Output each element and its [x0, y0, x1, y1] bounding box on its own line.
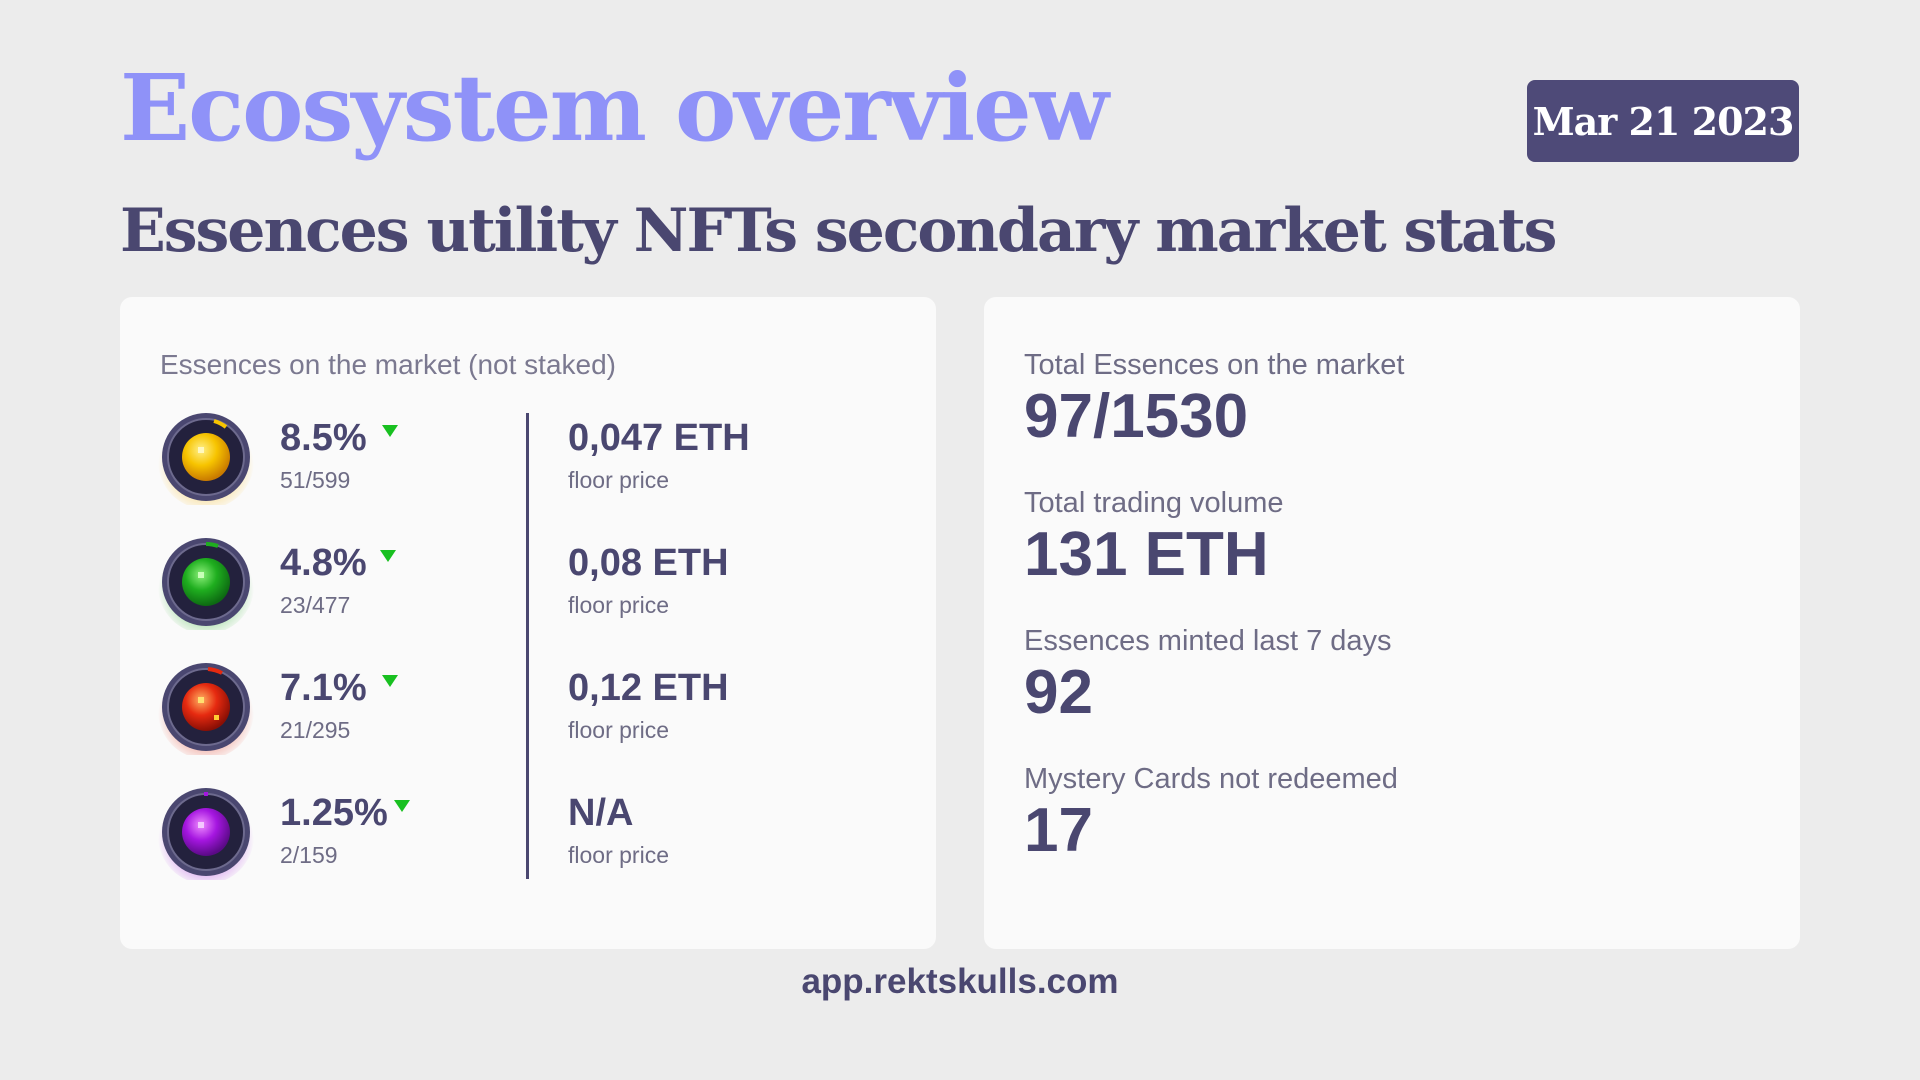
red-essence-icon — [158, 663, 254, 755]
purple-essence-icon — [158, 788, 254, 880]
stat-label: Total Essences on the market — [1024, 349, 1405, 381]
essence-row-purple: 1.25% 2/159 N/A floor price — [158, 784, 898, 884]
green-essence-icon — [158, 538, 254, 630]
stat-label: Total trading volume — [1024, 487, 1284, 519]
stat-value: 92 — [1024, 658, 1093, 727]
stat-trading-volume: Total trading volume 131 ETH — [1024, 487, 1284, 587]
essence-percent: 8.5% — [280, 417, 367, 459]
essence-percent: 1.25% — [280, 792, 388, 834]
essence-count: 21/295 — [280, 717, 351, 743]
essence-count: 23/477 — [280, 592, 351, 618]
page-subtitle: Essences utility NFTs secondary market s… — [120, 196, 1557, 266]
essence-row-green: 4.8% 23/477 0,08 ETH floor price — [158, 534, 898, 634]
essence-row-yellow: 8.5% 51/599 0,047 ETH floor price — [158, 409, 898, 509]
yellow-essence-icon — [158, 413, 254, 505]
floor-price-value: 0,08 ETH — [568, 542, 729, 584]
stat-value: 97/1530 — [1024, 382, 1249, 451]
floor-price-label: floor price — [568, 467, 669, 493]
totals-card: Total Essences on the market 97/1530 Tot… — [984, 297, 1800, 949]
stat-minted-last-7-days: Essences minted last 7 days 92 — [1024, 625, 1392, 725]
stat-value: 17 — [1024, 796, 1093, 865]
trend-down-icon — [382, 425, 398, 437]
date-badge: Mar 21 2023 — [1527, 80, 1799, 162]
floor-price-label: floor price — [568, 592, 669, 618]
floor-price-value: 0,047 ETH — [568, 417, 750, 459]
trend-down-icon — [382, 675, 398, 687]
trend-down-icon — [380, 550, 396, 562]
essence-row-red: 7.1% 21/295 0,12 ETH floor price — [158, 659, 898, 759]
floor-price-value: 0,12 ETH — [568, 667, 729, 709]
page-title: Ecosystem overview — [120, 54, 1109, 162]
card-heading: Essences on the market (not staked) — [160, 349, 616, 380]
floor-price-label: floor price — [568, 717, 669, 743]
essence-count: 2/159 — [280, 842, 338, 868]
essence-count: 51/599 — [280, 467, 351, 493]
essences-market-card: Essences on the market (not staked) — [120, 297, 936, 949]
floor-price-value: N/A — [568, 792, 634, 834]
stat-label: Essences minted last 7 days — [1024, 625, 1392, 657]
stat-total-essences: Total Essences on the market 97/1530 — [1024, 349, 1404, 449]
floor-price-label: floor price — [568, 842, 669, 868]
stat-value: 131 ETH — [1024, 520, 1269, 589]
stat-mystery-cards: Mystery Cards not redeemed 17 — [1024, 763, 1398, 863]
column-divider — [526, 413, 529, 879]
trend-down-icon — [394, 800, 410, 812]
footer-url[interactable]: app.rektskulls.com — [801, 962, 1119, 1001]
stat-label: Mystery Cards not redeemed — [1024, 763, 1398, 795]
essence-percent: 4.8% — [280, 542, 367, 584]
essence-percent: 7.1% — [280, 667, 367, 709]
